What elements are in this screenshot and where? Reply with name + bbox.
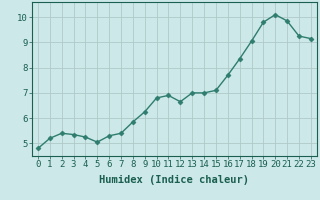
X-axis label: Humidex (Indice chaleur): Humidex (Indice chaleur) (100, 175, 249, 185)
